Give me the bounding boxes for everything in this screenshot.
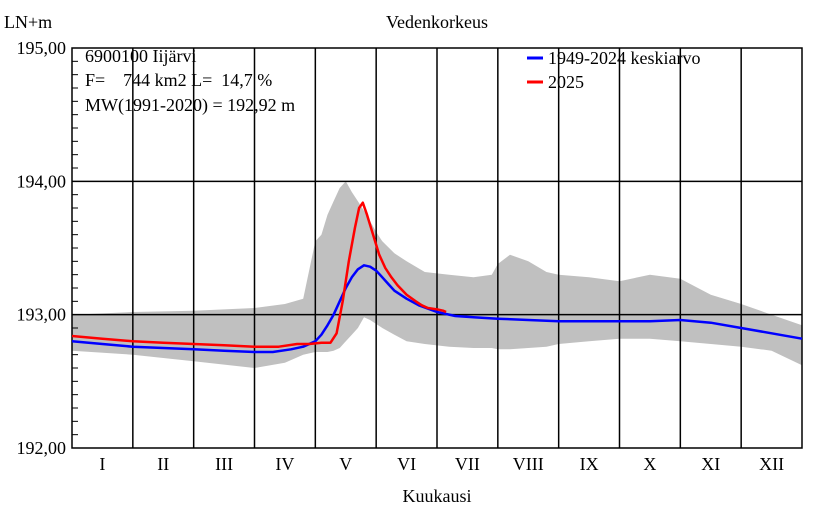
legend-label-2025: 2025 [548, 72, 584, 92]
month-label: VI [397, 454, 416, 474]
station-mean-level: MW(1991-2020) = 192,92 m [85, 95, 295, 116]
legend: 1949-2024 keskiarvo 2025 [527, 48, 700, 92]
month-label: IX [580, 454, 599, 474]
plot-frame [71, 47, 803, 449]
y-axis-label: LN+m [4, 12, 52, 32]
month-label: XI [701, 454, 720, 474]
legend-label-mean: 1949-2024 keskiarvo [548, 48, 700, 68]
month-label: I [99, 454, 105, 474]
station-name: 6900100 Iijärvi [85, 46, 196, 66]
x-axis-label: Kuukausi [403, 486, 472, 506]
month-label: VII [455, 454, 480, 474]
month-label: X [643, 454, 656, 474]
grid-layer [71, 47, 803, 449]
y-tick-label: 195,00 [17, 38, 67, 58]
station-area: F= 744 km2 L= 14,7 % [85, 70, 272, 90]
month-label: V [339, 454, 352, 474]
month-label: IV [275, 454, 294, 474]
series-line-mean [71, 264, 803, 354]
series-layer [71, 201, 803, 354]
month-label: III [215, 454, 233, 474]
month-label: XII [759, 454, 784, 474]
month-label-layer: I II III IV V VI VII VIII IX X XI XII [99, 454, 784, 474]
station-info: 6900100 Iijärvi F= 744 km2 L= 14,7 % MW(… [85, 46, 295, 116]
y-tick-label-layer: 192,00 193,00 194,00 195,00 [17, 38, 67, 458]
y-tick-label: 192,00 [17, 438, 67, 458]
chart-title: Vedenkorkeus [386, 12, 488, 32]
y-tick-label: 194,00 [17, 171, 67, 191]
series-line-2025 [71, 201, 447, 348]
month-label: VIII [513, 454, 544, 474]
month-label: II [157, 454, 169, 474]
y-tick-label: 193,00 [17, 305, 67, 325]
